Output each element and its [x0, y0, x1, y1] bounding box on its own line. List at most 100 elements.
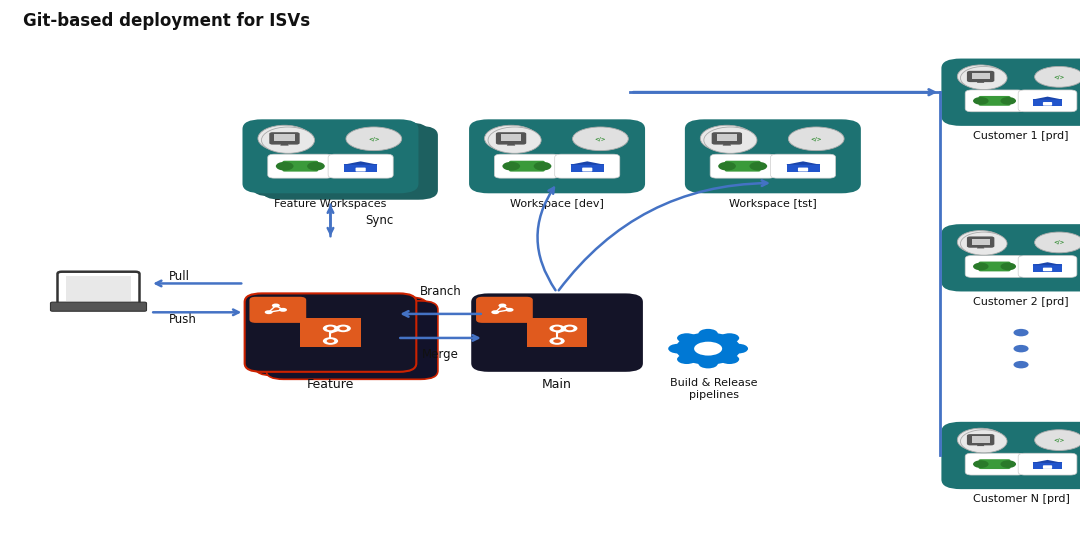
FancyBboxPatch shape	[476, 297, 533, 323]
Polygon shape	[1032, 460, 1062, 463]
Polygon shape	[281, 143, 288, 146]
Circle shape	[957, 428, 1004, 451]
FancyBboxPatch shape	[685, 119, 861, 193]
Polygon shape	[786, 161, 821, 165]
Text: </>: </>	[1054, 438, 1064, 442]
Circle shape	[728, 344, 748, 353]
FancyBboxPatch shape	[509, 161, 544, 172]
Circle shape	[258, 125, 311, 151]
FancyBboxPatch shape	[356, 168, 365, 171]
FancyBboxPatch shape	[262, 126, 438, 200]
FancyBboxPatch shape	[267, 301, 438, 379]
FancyBboxPatch shape	[712, 132, 743, 144]
Circle shape	[1001, 460, 1016, 468]
Circle shape	[553, 339, 560, 343]
FancyBboxPatch shape	[710, 154, 775, 178]
FancyBboxPatch shape	[1033, 462, 1062, 469]
FancyBboxPatch shape	[965, 256, 1024, 278]
FancyBboxPatch shape	[979, 96, 1010, 106]
Text: Customer 2 [prd]: Customer 2 [prd]	[973, 297, 1069, 307]
Text: Customer 1 [prd]: Customer 1 [prd]	[973, 131, 1069, 141]
FancyBboxPatch shape	[555, 154, 620, 178]
FancyBboxPatch shape	[66, 276, 131, 301]
Text: Pull: Pull	[169, 270, 190, 283]
FancyBboxPatch shape	[256, 297, 427, 375]
Circle shape	[668, 344, 687, 353]
Ellipse shape	[346, 127, 402, 150]
Circle shape	[960, 430, 1007, 453]
Circle shape	[491, 310, 500, 314]
Ellipse shape	[788, 127, 844, 150]
FancyBboxPatch shape	[965, 453, 1024, 475]
Circle shape	[336, 324, 351, 332]
Circle shape	[973, 263, 989, 270]
Text: </>: </>	[369, 136, 379, 141]
Circle shape	[704, 127, 757, 153]
Polygon shape	[977, 246, 984, 249]
FancyBboxPatch shape	[941, 59, 1084, 126]
Circle shape	[272, 303, 280, 308]
FancyBboxPatch shape	[1018, 90, 1076, 112]
Text: Branch: Branch	[420, 285, 462, 298]
FancyBboxPatch shape	[1018, 256, 1076, 278]
FancyBboxPatch shape	[965, 90, 1024, 112]
Circle shape	[719, 162, 736, 171]
FancyBboxPatch shape	[494, 154, 559, 178]
Circle shape	[505, 308, 514, 312]
FancyBboxPatch shape	[771, 154, 836, 178]
Circle shape	[720, 333, 739, 343]
FancyBboxPatch shape	[268, 154, 333, 178]
Text: Feature Workspaces: Feature Workspaces	[274, 199, 387, 209]
Circle shape	[973, 460, 989, 468]
FancyBboxPatch shape	[979, 262, 1010, 271]
Circle shape	[502, 162, 520, 171]
Circle shape	[1014, 345, 1029, 352]
FancyBboxPatch shape	[472, 293, 643, 372]
Circle shape	[307, 162, 325, 171]
Circle shape	[698, 329, 718, 338]
Text: Git-based deployment for ISVs: Git-based deployment for ISVs	[23, 12, 310, 30]
FancyBboxPatch shape	[51, 302, 146, 311]
FancyBboxPatch shape	[274, 134, 295, 141]
Ellipse shape	[1034, 430, 1084, 451]
FancyBboxPatch shape	[249, 297, 306, 323]
FancyBboxPatch shape	[941, 224, 1084, 292]
Polygon shape	[723, 143, 731, 146]
FancyBboxPatch shape	[967, 434, 994, 445]
FancyBboxPatch shape	[344, 164, 377, 172]
FancyBboxPatch shape	[1018, 453, 1076, 475]
Circle shape	[957, 65, 1004, 88]
Circle shape	[533, 162, 552, 171]
FancyBboxPatch shape	[501, 134, 521, 141]
Circle shape	[957, 230, 1004, 253]
Circle shape	[1014, 329, 1029, 336]
Circle shape	[1014, 361, 1029, 368]
Text: Main: Main	[542, 378, 572, 391]
Ellipse shape	[1034, 232, 1084, 253]
FancyBboxPatch shape	[582, 168, 592, 171]
Circle shape	[485, 125, 538, 151]
Text: Workspace [dev]: Workspace [dev]	[511, 199, 604, 209]
FancyBboxPatch shape	[253, 122, 428, 197]
Circle shape	[973, 97, 989, 105]
FancyBboxPatch shape	[1043, 102, 1053, 106]
Circle shape	[720, 354, 739, 364]
Circle shape	[563, 324, 578, 332]
Circle shape	[566, 326, 573, 330]
FancyBboxPatch shape	[717, 134, 737, 141]
Circle shape	[694, 342, 722, 355]
FancyBboxPatch shape	[787, 164, 820, 172]
Circle shape	[326, 339, 334, 343]
Circle shape	[550, 337, 565, 345]
Circle shape	[700, 125, 753, 151]
FancyBboxPatch shape	[971, 238, 990, 245]
FancyBboxPatch shape	[469, 119, 645, 193]
Circle shape	[553, 326, 560, 330]
Ellipse shape	[1034, 67, 1084, 87]
FancyBboxPatch shape	[571, 164, 604, 172]
Polygon shape	[977, 444, 984, 446]
Text: Feature: Feature	[307, 378, 354, 391]
Circle shape	[261, 127, 314, 153]
Text: Build & Release
pipelines: Build & Release pipelines	[670, 378, 758, 400]
Circle shape	[698, 359, 718, 368]
